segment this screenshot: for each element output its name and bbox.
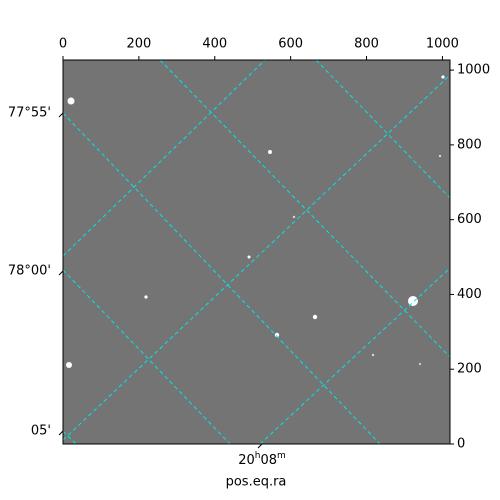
y-tick-label: 200 bbox=[457, 362, 482, 377]
ra-tick bbox=[257, 443, 263, 449]
x-tick-label: 800 bbox=[354, 37, 379, 52]
y-tick-label: 0 bbox=[457, 437, 465, 452]
y-tick-label: 400 bbox=[457, 287, 482, 302]
dec-tick bbox=[58, 112, 64, 118]
x-tick-label: 0 bbox=[59, 37, 67, 52]
coordinate-grid bbox=[63, 60, 450, 444]
y-tick-label: 1000 bbox=[457, 63, 490, 78]
y-tick-label: 600 bbox=[457, 212, 482, 227]
x-tick-label: 400 bbox=[202, 37, 227, 52]
stars bbox=[66, 75, 445, 368]
y-tick-label: 800 bbox=[457, 137, 482, 152]
x-axis-label: pos.eq.ra bbox=[226, 475, 287, 490]
ra-tick-label: 20h08m bbox=[238, 451, 286, 468]
x-tick-label: 600 bbox=[278, 37, 303, 52]
frame bbox=[62, 59, 451, 445]
dec-tick-label: 77°55' bbox=[8, 106, 51, 121]
dec-tick bbox=[58, 270, 64, 276]
x-tick-label: 200 bbox=[126, 37, 151, 52]
x-tick-label: 1000 bbox=[426, 37, 459, 52]
dec-tick bbox=[58, 430, 64, 436]
dec-tick-label: 05' bbox=[31, 424, 51, 439]
sky-image bbox=[63, 60, 450, 444]
dec-tick-label: 78°00' bbox=[8, 264, 51, 279]
